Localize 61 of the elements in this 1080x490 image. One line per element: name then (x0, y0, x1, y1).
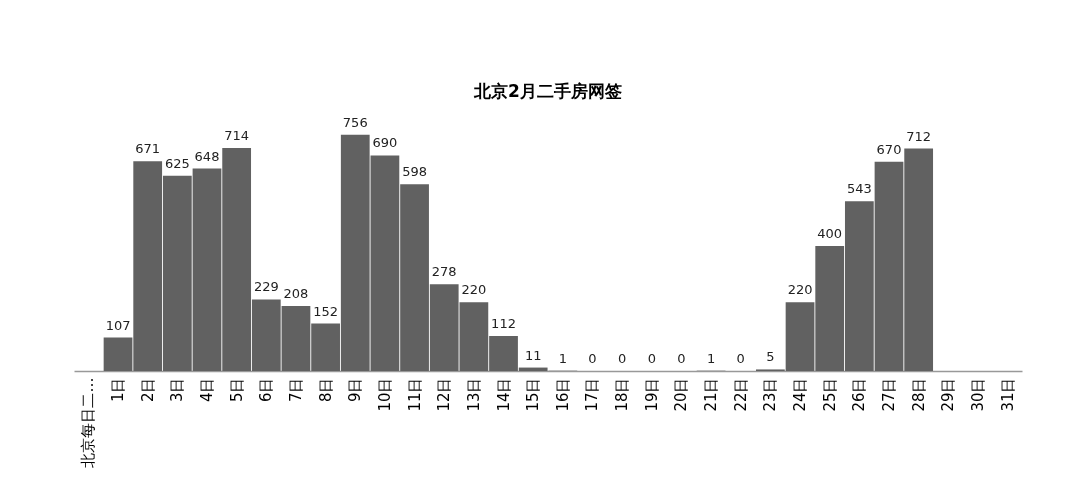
x-tick-label: 8日 (316, 377, 335, 403)
x-tick-label: 14日 (494, 377, 513, 412)
data-label: 208 (283, 286, 309, 301)
x-tick-label: 16日 (553, 377, 572, 412)
data-label: 220 (787, 282, 813, 298)
data-label: 0 (736, 351, 745, 366)
x-tick-label: 1日 (109, 377, 128, 403)
data-label: 543 (846, 181, 872, 197)
data-label: 0 (677, 351, 686, 366)
data-label: 0 (647, 351, 656, 366)
x-tick-label: 7日 (286, 377, 305, 403)
x-tick-label: 18日 (613, 377, 632, 412)
x-tick-label: 13日 (464, 377, 483, 412)
data-label: 625 (164, 155, 190, 171)
x-tick-label: 3日 (168, 377, 187, 403)
data-label: 229 (253, 279, 279, 295)
data-label: 220 (461, 282, 487, 298)
x-tick-label: 30日 (968, 377, 987, 412)
data-label: 11 (524, 347, 542, 363)
data-label: 0 (588, 351, 597, 366)
data-label: 107 (105, 317, 131, 333)
data-label: 670 (876, 141, 902, 157)
data-label: 400 (817, 226, 843, 241)
data-label: 1 (558, 350, 567, 366)
x-tick-label: 12日 (435, 377, 454, 412)
x-tick-label: 17日 (583, 377, 602, 412)
x-tick-label: 15日 (524, 377, 543, 412)
x-tick-label: 9日 (346, 377, 365, 403)
data-label: 712 (906, 128, 932, 144)
data-label: 5 (766, 349, 775, 365)
x-tick-label: 11日 (405, 377, 424, 412)
data-label: 152 (313, 303, 339, 319)
x-tick-label: 23日 (761, 377, 780, 412)
data-label: 112 (491, 316, 516, 331)
data-label: 714 (224, 127, 250, 143)
x-tick-label: 北京每日二… (79, 377, 98, 468)
x-tick-label: 29日 (939, 377, 958, 412)
data-label: 598 (402, 164, 427, 180)
x-tick-label: 26日 (850, 377, 869, 412)
x-tick-label: 22日 (731, 377, 750, 412)
x-tick-label: 19日 (642, 377, 661, 412)
x-tick-label: 10日 (375, 377, 394, 412)
data-label: 278 (431, 264, 457, 280)
x-tick-label: 25日 (820, 377, 839, 412)
x-tick-label: 24日 (791, 377, 810, 412)
x-tick-label: 28日 (909, 377, 928, 412)
x-tick-label: 4日 (197, 377, 216, 403)
x-tick-label: 20日 (672, 377, 691, 412)
x-tick-label: 31日 (998, 377, 1017, 412)
data-label: 648 (194, 148, 220, 164)
x-tick-label: 2日 (138, 377, 157, 403)
x-tick-label: 5日 (227, 377, 246, 403)
data-label: 0 (617, 351, 627, 366)
data-label: 690 (372, 135, 398, 151)
x-tick-label: 27日 (880, 377, 899, 412)
x-tick-label: 21日 (702, 377, 721, 412)
data-label: 1 (706, 350, 716, 366)
data-label: 671 (135, 141, 161, 157)
x-tick-label: 6日 (257, 377, 276, 403)
chart-title: 北京2月二手房网签 (473, 80, 622, 101)
data-label: 756 (342, 114, 368, 130)
